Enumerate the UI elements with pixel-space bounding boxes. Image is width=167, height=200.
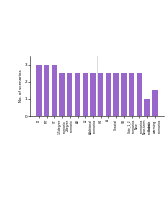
Bar (44, 65, 49, 116)
Bar (75, 73, 80, 116)
Bar (59, 73, 65, 116)
Bar (36, 65, 42, 116)
Bar (152, 90, 158, 116)
Bar (82, 73, 88, 116)
Bar (98, 73, 103, 116)
Bar (129, 73, 134, 116)
Bar (114, 73, 119, 116)
Bar (106, 73, 111, 116)
Bar (121, 73, 127, 116)
Bar (52, 65, 57, 116)
Bar (144, 99, 150, 116)
Y-axis label: No. of scenarios: No. of scenarios (19, 70, 23, 102)
Bar (137, 73, 142, 116)
Bar (67, 73, 72, 116)
Bar (90, 73, 96, 116)
